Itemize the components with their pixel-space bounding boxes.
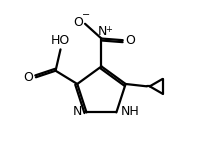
Text: N: N: [98, 25, 107, 38]
Text: −: −: [82, 10, 90, 20]
Text: HO: HO: [51, 34, 70, 47]
Text: O: O: [125, 34, 135, 47]
Text: N: N: [73, 105, 82, 118]
Text: +: +: [106, 25, 112, 34]
Text: O: O: [24, 71, 33, 84]
Text: NH: NH: [121, 105, 139, 118]
Text: O: O: [73, 16, 83, 30]
